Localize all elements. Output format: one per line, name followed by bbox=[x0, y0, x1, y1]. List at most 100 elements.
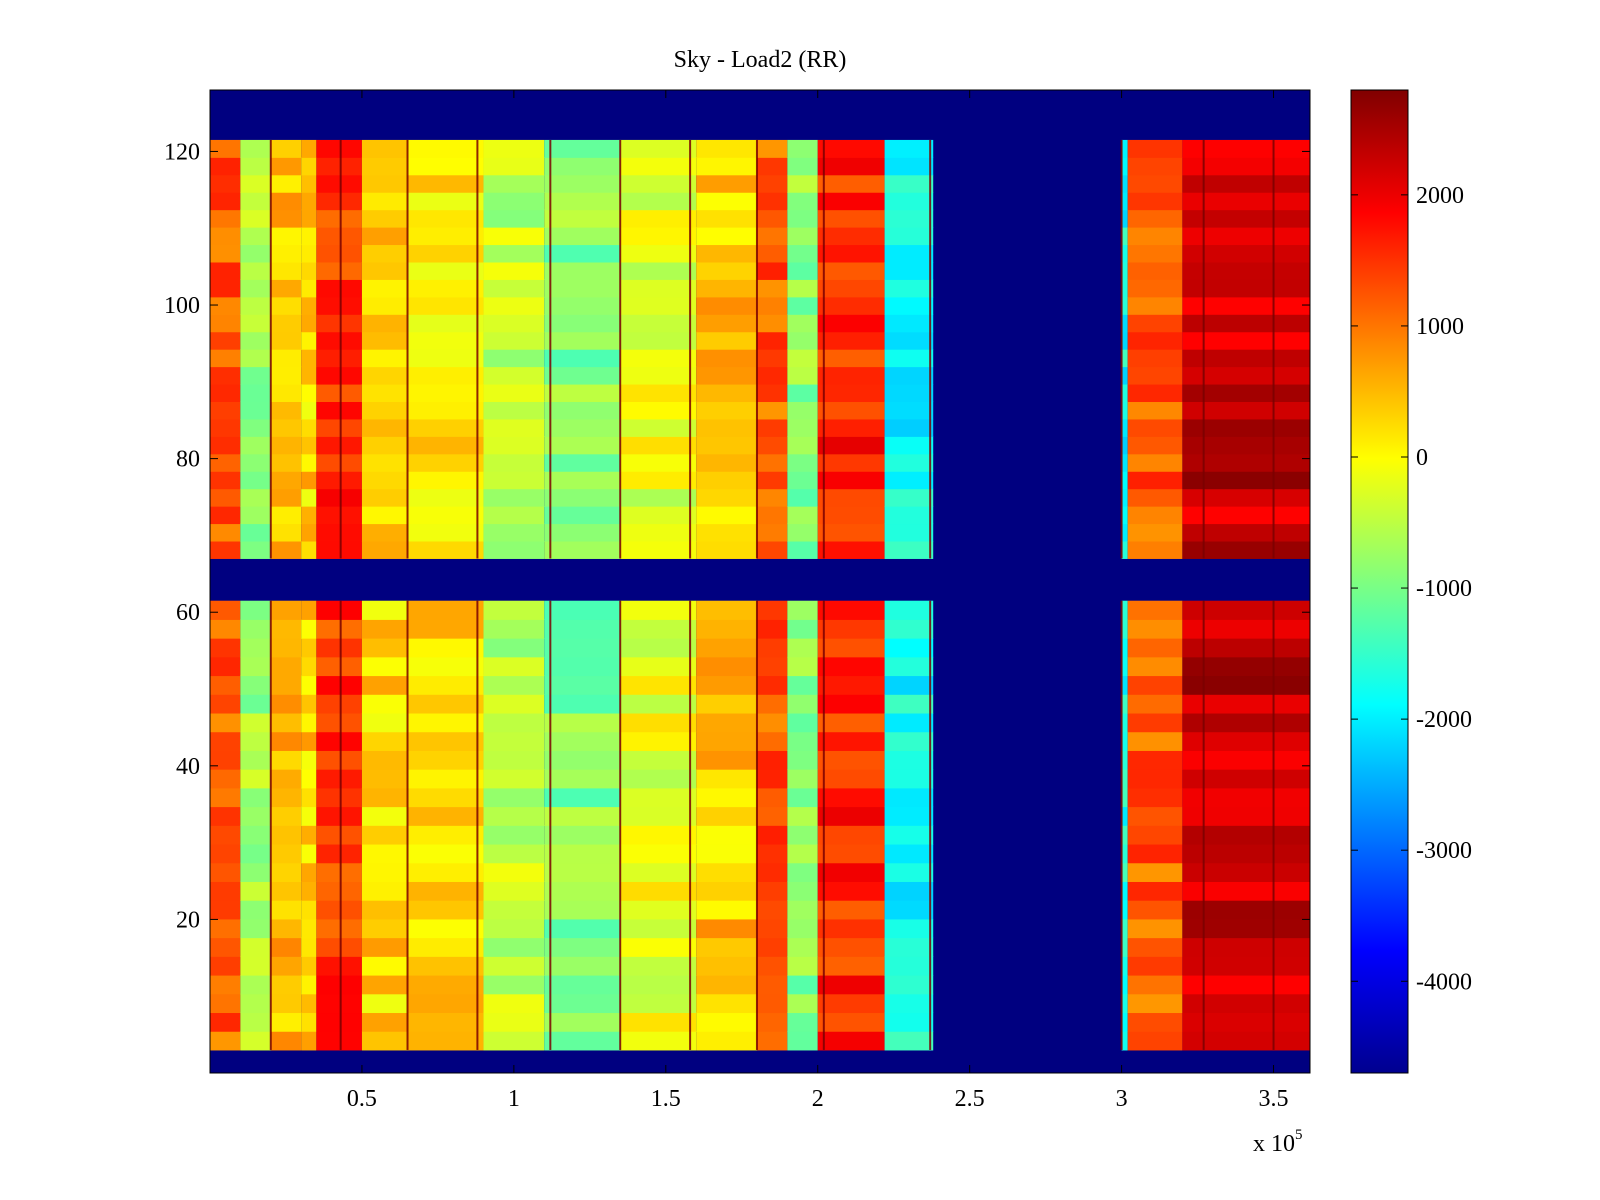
heatmap-cell bbox=[483, 506, 545, 525]
heatmap-cell bbox=[301, 750, 317, 770]
heatmap-cell bbox=[301, 506, 317, 525]
heatmap-cell bbox=[483, 209, 545, 228]
heatmap-cell bbox=[756, 750, 788, 770]
heatmap-cell bbox=[361, 192, 408, 211]
heatmap-cell bbox=[240, 418, 271, 437]
heatmap-cell bbox=[787, 331, 818, 350]
heatmap-cell bbox=[316, 675, 362, 695]
heatmap-cell bbox=[316, 401, 362, 420]
heatmap-cell bbox=[270, 506, 302, 525]
heatmap-cell bbox=[544, 1012, 621, 1032]
heatmap-cell bbox=[817, 750, 885, 770]
heatmap-cell bbox=[884, 471, 934, 490]
heatmap-cell bbox=[1127, 471, 1183, 490]
heatmap-cell bbox=[884, 638, 934, 658]
heatmap-cell bbox=[756, 769, 788, 789]
heatmap-cell bbox=[316, 541, 362, 559]
x-tick-label: 3.5 bbox=[1259, 1086, 1289, 1112]
x-tick-label: 2 bbox=[812, 1086, 824, 1112]
heatmap-cell bbox=[1182, 471, 1310, 490]
heatmap-cell bbox=[483, 825, 545, 845]
heatmap-cell bbox=[316, 349, 362, 368]
heatmap-cell bbox=[756, 806, 788, 826]
heatmap-cell bbox=[270, 488, 302, 507]
heatmap-cell bbox=[696, 157, 757, 176]
heatmap-cell bbox=[884, 956, 934, 976]
heatmap-cell bbox=[210, 600, 241, 620]
heatmap-cell bbox=[210, 541, 241, 559]
heatmap-cell bbox=[544, 918, 621, 939]
heatmap-cell bbox=[1182, 937, 1310, 957]
heatmap-cell bbox=[620, 731, 697, 751]
heatmap-cell bbox=[270, 619, 302, 639]
heatmap-cell bbox=[696, 975, 757, 995]
heatmap-cell bbox=[696, 1031, 757, 1051]
heatmap-cell bbox=[240, 638, 271, 658]
heatmap-cell bbox=[787, 750, 818, 770]
heatmap-cell bbox=[361, 675, 408, 695]
heatmap-cell bbox=[696, 937, 757, 957]
heatmap-cell bbox=[756, 157, 788, 176]
heatmap-cell bbox=[544, 675, 621, 695]
heatmap-cell bbox=[1121, 638, 1128, 658]
heatmap-cell bbox=[884, 787, 934, 808]
heatmap-cell bbox=[884, 900, 934, 920]
heatmap-cell bbox=[1127, 192, 1183, 211]
heatmap-cell bbox=[787, 975, 818, 995]
heatmap-cell bbox=[483, 656, 545, 677]
heatmap-cell bbox=[787, 174, 818, 193]
heatmap-cell bbox=[620, 1031, 697, 1051]
heatmap-cell bbox=[483, 261, 545, 280]
heatmap-cell bbox=[361, 453, 408, 472]
heatmap-cell bbox=[787, 956, 818, 976]
heatmap-cell bbox=[210, 261, 241, 280]
heatmap-cell bbox=[620, 331, 697, 350]
heatmap-cell bbox=[620, 314, 697, 333]
heatmap-cell bbox=[787, 453, 818, 472]
heatmap-cell bbox=[884, 731, 934, 751]
heatmap-cell bbox=[620, 918, 697, 939]
heatmap-cell bbox=[240, 900, 271, 920]
heatmap-cell bbox=[1182, 638, 1310, 658]
heatmap-cell bbox=[787, 713, 818, 733]
heatmap-cell bbox=[407, 600, 484, 620]
heatmap-cell bbox=[884, 656, 934, 677]
heatmap-cell bbox=[407, 436, 484, 455]
heatmap-cell bbox=[544, 139, 621, 158]
heatmap-cell bbox=[1182, 227, 1310, 246]
heatmap-cell bbox=[696, 918, 757, 939]
heatmap-cell bbox=[696, 366, 757, 385]
heatmap-cell bbox=[361, 731, 408, 751]
heatmap-cell bbox=[817, 506, 885, 525]
heatmap-cell bbox=[620, 366, 697, 385]
heatmap-cell bbox=[361, 862, 408, 882]
heatmap-cell bbox=[884, 192, 934, 211]
heatmap-cell bbox=[240, 453, 271, 472]
heatmap-cell bbox=[483, 787, 545, 808]
heatmap-cell bbox=[756, 192, 788, 211]
heatmap-cell bbox=[483, 937, 545, 957]
heatmap-cell bbox=[407, 523, 484, 542]
heatmap-cell bbox=[544, 937, 621, 957]
heatmap-cell bbox=[817, 296, 885, 315]
heatmap-cell bbox=[301, 279, 317, 298]
heatmap-cell bbox=[301, 881, 317, 901]
heatmap-cell bbox=[1182, 541, 1310, 559]
heatmap-cell bbox=[696, 844, 757, 864]
heatmap-cell bbox=[696, 825, 757, 845]
heatmap-cell bbox=[270, 349, 302, 368]
heatmap-cell bbox=[483, 750, 545, 770]
heatmap-cell bbox=[316, 713, 362, 733]
heatmap-cells bbox=[210, 90, 1310, 1073]
heatmap-cell bbox=[240, 862, 271, 882]
heatmap-cell bbox=[361, 349, 408, 368]
heatmap-cell bbox=[696, 731, 757, 751]
heatmap-cell bbox=[407, 975, 484, 995]
heatmap-cell bbox=[787, 844, 818, 864]
heatmap-cell bbox=[620, 806, 697, 826]
heatmap-cell bbox=[361, 918, 408, 939]
heatmap-cell bbox=[361, 619, 408, 639]
heatmap-cell bbox=[787, 279, 818, 298]
heatmap-cell bbox=[817, 844, 885, 864]
heatmap-cell bbox=[696, 600, 757, 620]
